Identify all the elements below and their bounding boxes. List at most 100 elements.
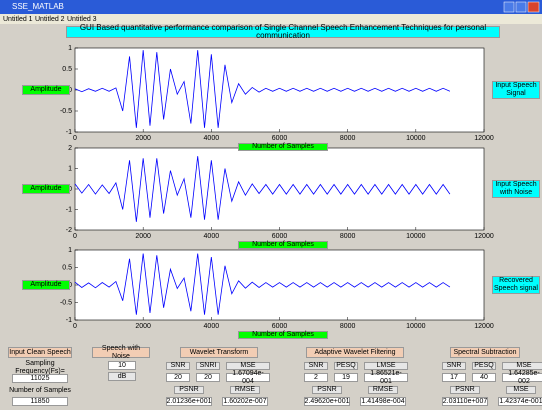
x-tick-label: 0 — [73, 135, 77, 142]
samples-value: 11850 — [12, 397, 68, 406]
y-axis-label: Amplitude — [22, 184, 70, 194]
minimize-button[interactable] — [503, 1, 515, 13]
metric-header: SNRI — [196, 362, 220, 370]
waveform — [74, 156, 451, 222]
waveform — [74, 50, 451, 128]
method-button[interactable]: Wavelet Transform — [180, 347, 258, 358]
plot-label: Input Speech with Noise — [492, 180, 540, 198]
metric-value: 1.41498e-004 — [360, 397, 406, 406]
metric-header: SNR — [166, 362, 190, 370]
menu-bar — [0, 14, 542, 24]
x-tick-label: 12000 — [474, 233, 494, 240]
y-axis-label: Amplitude — [22, 280, 70, 290]
y-tick-label: 0.5 — [62, 66, 72, 73]
plot-label: Input Speech Signal — [492, 81, 540, 99]
axes — [74, 249, 485, 321]
window-title: SSE_MATLAB — [12, 2, 64, 11]
y-axis-label: Amplitude — [22, 85, 70, 95]
x-tick-label: 10000 — [406, 323, 426, 330]
x-tick-label: 4000 — [204, 323, 220, 330]
x-tick-label: 2000 — [135, 233, 151, 240]
header-title: GUI Based quantitative performance compa… — [66, 24, 500, 40]
x-tick-label: 0 — [73, 323, 77, 330]
plot-label: Recovered Speech signal — [492, 276, 540, 294]
metric-value: 2 — [304, 373, 328, 382]
metric-value: 20 — [166, 373, 190, 382]
y-tick-label: -1 — [66, 129, 72, 136]
x-tick-label: 2000 — [135, 135, 151, 142]
x-tick-label: 0 — [73, 233, 77, 240]
metric-header: MSE — [506, 386, 536, 394]
waveform — [74, 253, 451, 315]
metric-value: 2.49620e+001 — [304, 397, 350, 406]
x-axis-label: Number of Samples — [238, 241, 328, 249]
x-tick-label: 12000 — [474, 135, 494, 142]
x-axis-label: Number of Samples — [238, 143, 328, 151]
menu-item: Untitled 1 — [3, 16, 33, 23]
snr-input[interactable]: 10 — [108, 361, 136, 370]
menu-item: Untitled 3 — [67, 16, 97, 23]
y-tick-label: -0.5 — [60, 108, 72, 115]
y-tick-label: 0 — [68, 87, 72, 94]
metric-header: PSNR — [450, 386, 480, 394]
menu-item: Untitled 2 — [35, 16, 65, 23]
samples-label: Number of Samples — [9, 386, 71, 394]
metric-value: 1.60202e-007 — [222, 397, 268, 406]
x-tick-label: 4000 — [204, 135, 220, 142]
y-tick-label: -1 — [66, 206, 72, 213]
metric-header: RMSE — [368, 386, 398, 394]
method-button[interactable]: Spectral Subtraction — [450, 347, 520, 358]
metric-header: SNR — [304, 362, 328, 370]
metric-value: 2.03110e+007 — [442, 397, 488, 406]
metric-value: 19 — [334, 373, 358, 382]
metric-header: PSNR — [312, 386, 342, 394]
metric-header: PSNR — [174, 386, 204, 394]
x-tick-label: 2000 — [135, 323, 151, 330]
y-tick-label: 1 — [68, 165, 72, 172]
metric-header: MSE — [502, 362, 542, 370]
x-tick-label: 6000 — [272, 323, 288, 330]
fs-label: Sampling Frequency(Fs)= — [15, 359, 65, 375]
metric-header: SNR — [442, 362, 466, 370]
maximize-button[interactable] — [515, 1, 527, 13]
snr-unit: dB — [108, 372, 136, 381]
x-tick-label: 6000 — [272, 135, 288, 142]
x-tick-label: 6000 — [272, 233, 288, 240]
y-tick-label: 0 — [68, 186, 72, 193]
x-tick-label: 8000 — [340, 135, 356, 142]
metric-value: 1.67094e-004 — [226, 370, 270, 385]
x-tick-label: 10000 — [406, 135, 426, 142]
metric-header: PESQ — [334, 362, 358, 370]
x-tick-label: 12000 — [474, 323, 494, 330]
metric-header: LMSE — [364, 362, 408, 370]
y-tick-label: -1 — [66, 317, 72, 324]
metric-header: MSE — [226, 362, 270, 370]
metric-value: 1.86521e-001 — [364, 370, 408, 385]
metric-value: 2.01236e+001 — [166, 397, 212, 406]
axes — [74, 47, 485, 133]
axes — [74, 147, 485, 231]
x-axis-label: Number of Samples — [238, 331, 328, 339]
y-tick-label: -2 — [66, 227, 72, 234]
metric-header: PESQ — [472, 362, 496, 370]
close-button[interactable] — [527, 1, 540, 13]
x-tick-label: 10000 — [406, 233, 426, 240]
title-bar — [0, 0, 542, 14]
y-tick-label: 0 — [68, 282, 72, 289]
metric-value: 40 — [472, 373, 496, 382]
fs-value: 11025 — [12, 374, 68, 383]
metric-value: 20 — [196, 373, 220, 382]
metric-value: 17 — [442, 373, 466, 382]
method-button[interactable]: Adaptive Wavelet Filtering — [306, 347, 404, 358]
y-tick-label: 2 — [68, 145, 72, 152]
metric-value: 1.42374e-001 — [498, 397, 542, 406]
y-tick-label: 1 — [68, 45, 72, 52]
metric-header: RMSE — [230, 386, 260, 394]
y-tick-label: 1 — [68, 247, 72, 254]
noise-button[interactable]: Speech with Noise — [92, 345, 150, 360]
x-tick-label: 4000 — [204, 233, 220, 240]
clean-speech-button[interactable]: Input Clean Speech — [8, 347, 72, 358]
x-tick-label: 8000 — [340, 233, 356, 240]
